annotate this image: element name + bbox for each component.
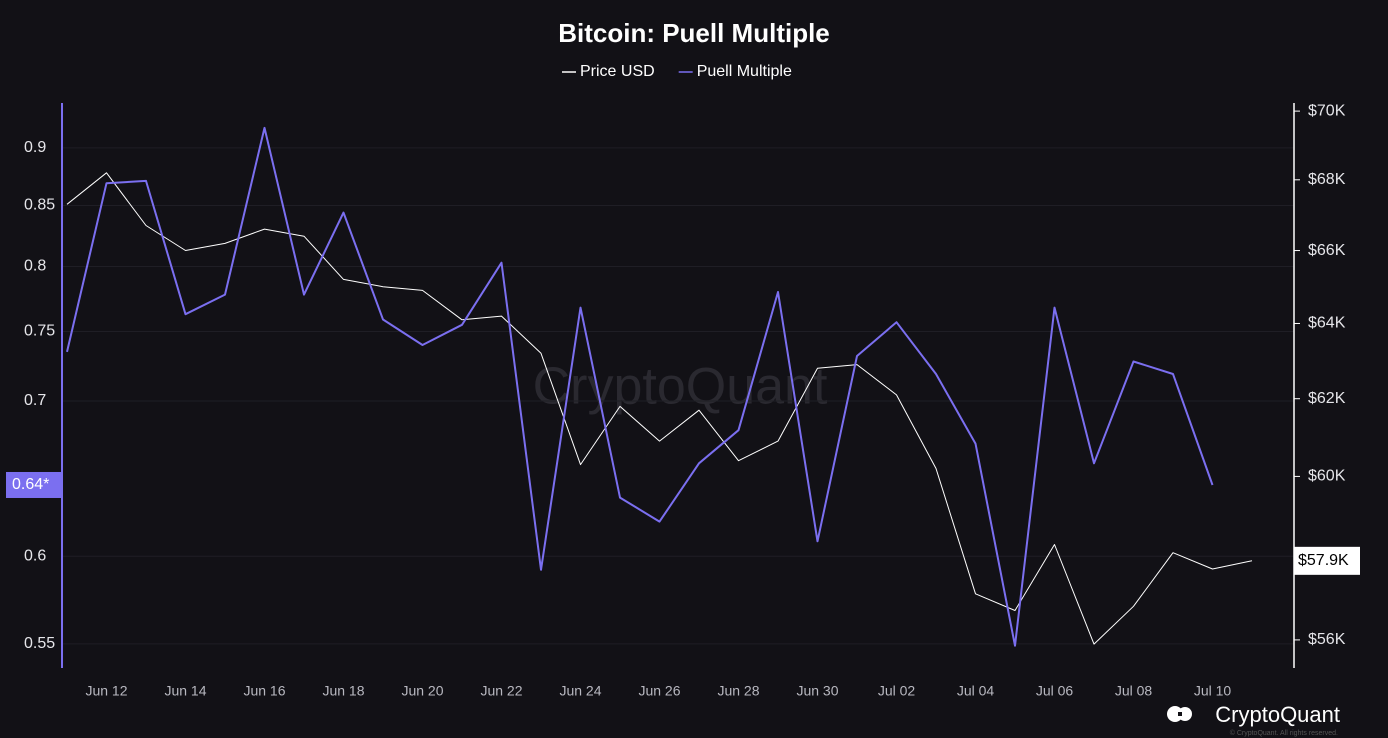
series-line [66, 172, 1253, 645]
x-tick-label: Jul 10 [1194, 683, 1232, 699]
x-tick-label: Jun 26 [638, 683, 680, 699]
current-value-label: $57.9K [1298, 552, 1349, 569]
y-tick-label: 0.7 [24, 392, 46, 409]
y2-tick-label: $66K [1308, 242, 1346, 259]
y2-tick-label: $62K [1308, 390, 1346, 407]
x-tick-label: Jul 06 [1036, 683, 1074, 699]
x-tick-label: Jun 28 [717, 683, 759, 699]
brand: CryptoQuant [1215, 702, 1340, 727]
y-tick-label: 0.9 [24, 139, 46, 156]
x-tick-label: Jun 20 [401, 683, 443, 699]
current-value-box [1294, 546, 1360, 575]
legend-label: Price USD [580, 63, 655, 80]
brand-logo [1167, 706, 1192, 722]
y2-tick-label: $70K [1308, 102, 1346, 119]
y2-tick-label: $56K [1308, 631, 1346, 648]
x-tick-label: Jun 18 [322, 683, 364, 699]
x-tick-label: Jul 04 [957, 683, 995, 699]
x-tick-label: Jun 12 [85, 683, 127, 699]
x-tick-label: Jun 16 [243, 683, 285, 699]
y-tick-label: 0.85 [24, 197, 55, 214]
chart-title: Bitcoin: Puell Multiple [558, 18, 830, 48]
y-tick-label: 0.55 [24, 635, 55, 652]
y-tick-label: 0.8 [24, 258, 46, 275]
y2-tick-label: $64K [1308, 315, 1346, 332]
watermark: CryptoQuant [533, 358, 828, 416]
x-tick-label: Jun 22 [480, 683, 522, 699]
current-value-label: 0.64* [12, 476, 49, 493]
y2-tick-label: $60K [1308, 468, 1346, 485]
legend: Price USD Puell Multiple [562, 63, 792, 80]
x-tick-label: Jun 14 [164, 683, 206, 699]
copyright: © CryptoQuant. All rights reserved. [1230, 729, 1338, 737]
x-tick-label: Jul 08 [1115, 683, 1153, 699]
series-line [66, 126, 1214, 647]
current-value-box [6, 471, 62, 498]
x-tick-label: Jul 02 [878, 683, 916, 699]
y2-tick-label: $68K [1308, 171, 1346, 188]
x-tick-label: Jun 30 [796, 683, 838, 699]
y-tick-label: 0.6 [24, 547, 46, 564]
y-tick-label: 0.75 [24, 323, 55, 340]
x-tick-label: Jun 24 [559, 683, 601, 699]
legend-label: Puell Multiple [697, 63, 792, 80]
